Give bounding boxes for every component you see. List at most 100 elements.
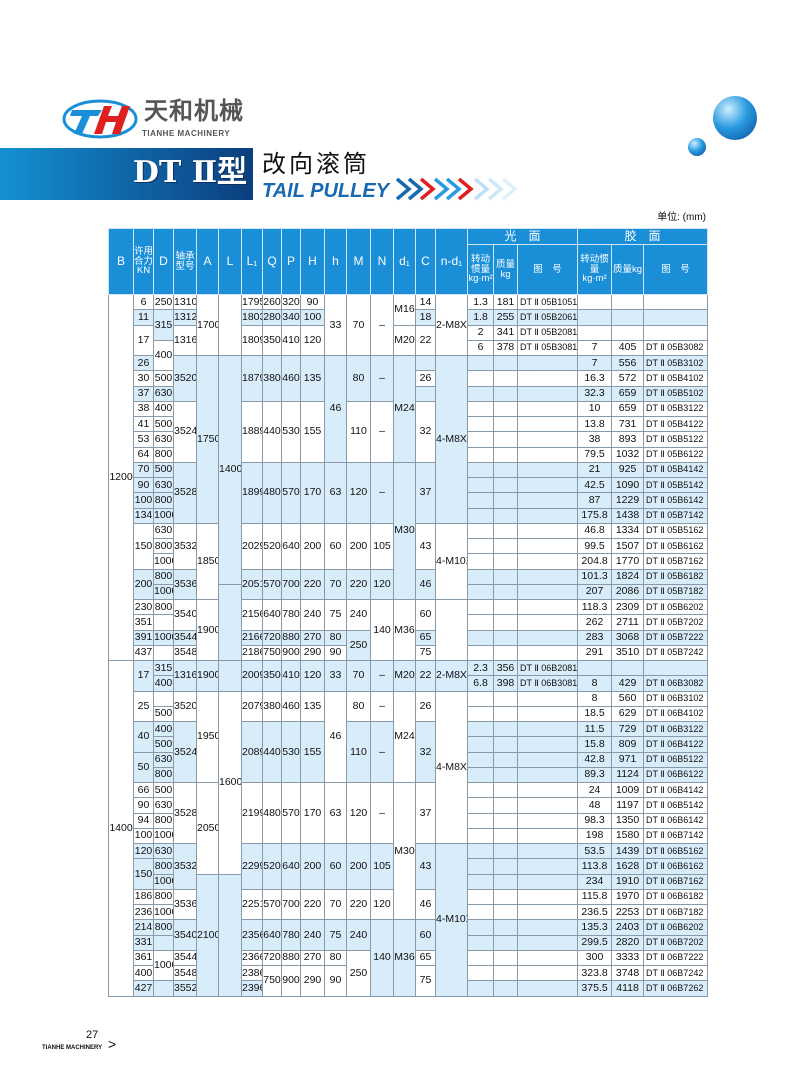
- table-cell: [467, 400, 494, 418]
- table-cell: 729: [611, 720, 645, 738]
- table-cell: 240: [346, 919, 371, 951]
- table-cell: 500: [153, 736, 174, 753]
- table-cell: [493, 446, 518, 463]
- table-cell: 75: [324, 599, 347, 631]
- table-cell: 800: [153, 492, 174, 509]
- table-cell: 1970: [611, 888, 645, 906]
- table-cell: [493, 858, 518, 875]
- table-cell: DT Ⅱ 06B7142: [643, 827, 709, 845]
- table-row: 331 299.5 2820 DT Ⅱ 06B7202: [109, 934, 709, 951]
- table-cell: 3520: [173, 355, 197, 402]
- table-cell: 170: [300, 782, 325, 844]
- table-cell: 240: [300, 599, 325, 631]
- table-cell: 42.8: [577, 751, 613, 768]
- table-cell: 3510: [611, 644, 645, 662]
- table-cell: 380: [262, 690, 282, 722]
- table-cell: [467, 522, 494, 540]
- table-cell: 65: [415, 629, 436, 646]
- table-cell: 14: [415, 293, 436, 311]
- table-cell: 214: [133, 919, 154, 936]
- table-cell: DT Ⅱ 05B2061: [516, 309, 579, 326]
- table-cell: 1439: [611, 842, 645, 860]
- table-cell: 800: [153, 446, 174, 463]
- table-cell: 240: [346, 599, 371, 631]
- table-cell: 1.3: [467, 293, 494, 311]
- table-cell: 480: [262, 461, 282, 524]
- table-cell: 3520: [173, 690, 197, 722]
- column-header: 许用合力KN: [133, 228, 154, 295]
- table-cell: 437: [133, 644, 154, 662]
- table-row: 150 800 113.8 1628 DT Ⅱ 06B6162: [109, 858, 709, 890]
- table-cell: 1.8: [467, 309, 494, 326]
- table-cell: [467, 644, 494, 662]
- table-cell: 120: [346, 782, 371, 844]
- table-cell: [516, 919, 579, 936]
- table-cell: 1124: [611, 766, 645, 784]
- table-cell: [493, 919, 518, 936]
- table-cell: [493, 614, 518, 631]
- table-cell: [415, 354, 436, 372]
- table-cell: 429: [611, 675, 645, 692]
- table-cell: 2199: [241, 782, 263, 844]
- table-cell: DT Ⅱ 06B7242: [643, 964, 709, 982]
- table-cell: 700: [281, 568, 301, 600]
- table-cell: 150: [133, 858, 154, 890]
- table-cell: [611, 309, 645, 326]
- table-cell: [493, 522, 518, 540]
- table-cell: 7: [577, 354, 613, 372]
- table-cell: 90: [133, 797, 154, 814]
- table-cell: 556: [611, 354, 645, 372]
- table-cell: 375.5: [577, 980, 613, 997]
- table-cell: DT Ⅱ 06B3081: [516, 675, 579, 692]
- table-cell: [516, 537, 579, 555]
- table-cell: 410: [281, 324, 301, 356]
- table-cell: 659: [611, 400, 645, 418]
- table-cell: 570: [262, 568, 282, 600]
- table-cell: 90: [324, 644, 347, 662]
- table-cell: 120: [300, 660, 325, 692]
- table-cell: DT Ⅱ 06B5122: [643, 751, 709, 768]
- table-row: 39110003544 216672088027080250 65 2833068DT…: [109, 629, 709, 661]
- table-cell: 150: [133, 522, 154, 570]
- table-cell: 460: [281, 355, 301, 402]
- column-subheader: 质量kg: [611, 244, 645, 295]
- table-cell: [415, 385, 436, 402]
- table-cell: [643, 293, 709, 311]
- table-cell: 410: [281, 660, 301, 692]
- table-cell: [516, 476, 579, 494]
- table-cell: DT Ⅱ 05B3122: [643, 400, 709, 418]
- column-header: d₁: [393, 228, 416, 295]
- table-cell: 570: [262, 888, 282, 921]
- table-cell: 3540: [173, 919, 197, 951]
- table-cell: [153, 934, 174, 951]
- table-cell: DT Ⅱ 06B7202: [643, 934, 709, 951]
- table-cell: [493, 385, 518, 402]
- table-cell: 356: [493, 659, 518, 677]
- table-cell: DT Ⅱ 06B3122: [643, 720, 709, 738]
- column-header: L₁: [241, 228, 263, 295]
- column-header: M: [346, 228, 371, 295]
- table-row: 1206303532229952064020060200105434-M10X1…: [109, 842, 709, 997]
- column-header: Q: [262, 228, 282, 295]
- table-cell: [153, 614, 174, 631]
- table-cell: 3748: [611, 964, 645, 982]
- table-cell: 3524: [173, 400, 197, 463]
- table-cell: 350: [262, 324, 282, 356]
- table-cell: 134: [133, 507, 154, 524]
- table-cell: 1000: [153, 553, 174, 570]
- table-cell: 53.5: [577, 842, 613, 860]
- table-cell: 1000: [153, 827, 174, 845]
- table-cell: [467, 919, 494, 936]
- table-cell: M30: [393, 781, 416, 921]
- table-cell: 500: [153, 705, 174, 723]
- table-cell: 440: [262, 721, 282, 783]
- table-cell: 75: [324, 919, 347, 951]
- table-cell: 1200: [108, 294, 134, 661]
- table-cell: [516, 492, 579, 509]
- table-cell: 40: [133, 721, 154, 753]
- table-cell: DT Ⅱ 06B2081: [516, 659, 579, 677]
